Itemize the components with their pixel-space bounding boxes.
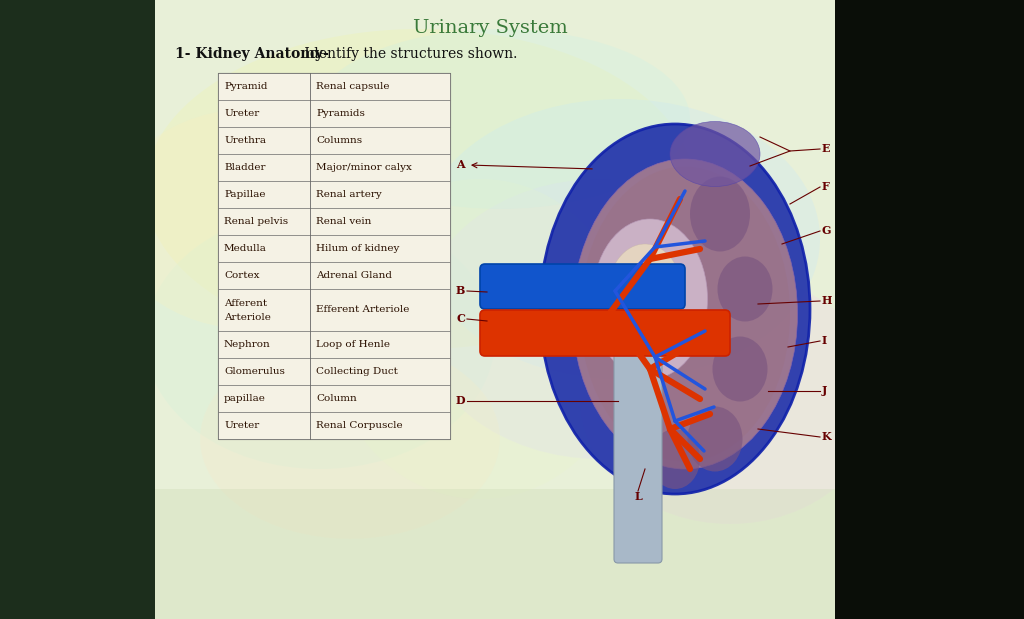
Text: Renal vein: Renal vein [316, 217, 372, 226]
Ellipse shape [420, 99, 820, 379]
Text: Nephron: Nephron [224, 340, 270, 349]
Ellipse shape [145, 209, 495, 469]
Text: Ureter: Ureter [224, 109, 259, 118]
Text: Renal artery: Renal artery [316, 190, 382, 199]
Ellipse shape [687, 407, 742, 472]
Ellipse shape [670, 121, 760, 186]
Text: Papillae: Papillae [224, 190, 265, 199]
Text: Adrenal Gland: Adrenal Gland [316, 271, 392, 280]
Bar [218, 289, 450, 331]
Ellipse shape [330, 179, 630, 499]
Text: Ureter: Ureter [224, 421, 259, 430]
Text: Renal pelvis: Renal pelvis [224, 217, 288, 226]
Text: papillae: papillae [224, 394, 266, 403]
Ellipse shape [690, 176, 750, 251]
Bar [218, 385, 450, 412]
Text: Afferent: Afferent [224, 298, 267, 308]
Bar [155, 0, 835, 619]
Text: Identify the structures shown.: Identify the structures shown. [300, 47, 517, 61]
Ellipse shape [580, 274, 880, 524]
Text: Efferent Arteriole: Efferent Arteriole [316, 306, 410, 314]
Bar [218, 181, 450, 208]
Text: Urinary System: Urinary System [413, 19, 567, 37]
Text: J: J [822, 386, 827, 397]
Text: Arteriole: Arteriole [224, 313, 271, 321]
Text: F: F [822, 181, 829, 193]
Bar [218, 235, 450, 262]
Ellipse shape [580, 167, 790, 462]
Ellipse shape [607, 244, 683, 344]
Bar [218, 73, 450, 439]
Bar [218, 358, 450, 385]
Ellipse shape [713, 337, 768, 402]
Ellipse shape [145, 29, 695, 349]
Ellipse shape [200, 339, 500, 539]
Ellipse shape [650, 429, 700, 489]
Text: Urethra: Urethra [224, 136, 266, 145]
Text: D: D [456, 396, 465, 407]
Text: Pyramid: Pyramid [224, 82, 267, 91]
Text: Pyramids: Pyramids [316, 109, 365, 118]
Text: Glomerulus: Glomerulus [224, 367, 285, 376]
Text: A: A [457, 160, 465, 170]
Ellipse shape [718, 256, 772, 321]
Text: 1- Kidney Anatomy-: 1- Kidney Anatomy- [175, 47, 329, 61]
Text: E: E [822, 144, 830, 155]
FancyBboxPatch shape [614, 335, 662, 563]
Text: H: H [822, 295, 833, 306]
Text: Cortex: Cortex [224, 271, 259, 280]
FancyBboxPatch shape [480, 264, 685, 309]
Text: G: G [822, 225, 831, 236]
Ellipse shape [310, 29, 690, 209]
Bar [218, 331, 450, 358]
Bar [218, 412, 450, 439]
Ellipse shape [593, 219, 708, 379]
Bar [218, 262, 450, 289]
Ellipse shape [420, 179, 780, 459]
Bar [0, 0, 155, 619]
Text: Medulla: Medulla [224, 244, 267, 253]
Text: Collecting Duct: Collecting Duct [316, 367, 398, 376]
Bar [218, 127, 450, 154]
Text: B: B [456, 285, 465, 297]
Bar [218, 73, 450, 100]
FancyBboxPatch shape [480, 310, 730, 356]
Text: C: C [456, 313, 465, 324]
Text: Renal Corpuscle: Renal Corpuscle [316, 421, 402, 430]
Bar [218, 154, 450, 181]
Ellipse shape [572, 159, 798, 469]
Bar [218, 208, 450, 235]
Text: Column: Column [316, 394, 356, 403]
Ellipse shape [110, 109, 390, 329]
Text: Bladder: Bladder [224, 163, 265, 172]
Text: Hilum of kidney: Hilum of kidney [316, 244, 399, 253]
Bar [218, 100, 450, 127]
Bar [835, 0, 1024, 619]
Text: I: I [822, 335, 827, 347]
Bar [155, 489, 835, 619]
Text: Loop of Henle: Loop of Henle [316, 340, 390, 349]
Text: L: L [635, 491, 643, 502]
Ellipse shape [540, 124, 810, 494]
Text: Renal capsule: Renal capsule [316, 82, 389, 91]
Text: Columns: Columns [316, 136, 362, 145]
Text: K: K [822, 431, 831, 443]
Text: Major/minor calyx: Major/minor calyx [316, 163, 412, 172]
